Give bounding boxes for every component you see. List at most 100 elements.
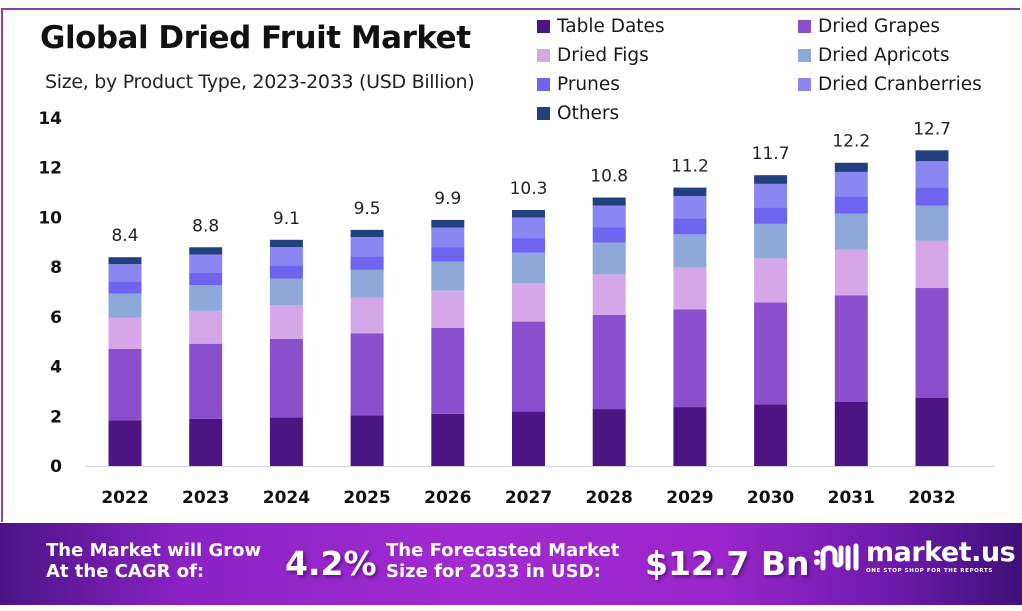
data-label-total: 8.8 xyxy=(192,216,219,236)
forecast-value: $12.7 Bn xyxy=(645,544,810,583)
bar-segment-others xyxy=(269,239,303,248)
bar-stack-2028 xyxy=(592,197,626,466)
bar-segment-dried-apricots xyxy=(269,278,303,306)
bar-stack-2024 xyxy=(269,239,303,466)
bar-segment-dried-figs xyxy=(269,305,303,339)
bar-segment-prunes xyxy=(269,265,303,279)
bar-segment-dried-cranberries xyxy=(754,183,788,208)
bar-segment-table-dates xyxy=(189,418,223,466)
bar-segment-dried-apricots xyxy=(431,261,465,291)
bar-segment-prunes xyxy=(350,256,384,270)
bar-segment-others xyxy=(673,187,707,197)
y-tick-label: 2 xyxy=(50,407,62,427)
legend-label: Table Dates xyxy=(557,16,665,37)
bar-segment-dried-figs xyxy=(512,283,545,322)
market-us-logo-icon xyxy=(814,543,859,570)
data-label-total: 9.1 xyxy=(273,209,300,229)
bar-segment-table-dates xyxy=(350,415,384,466)
x-axis: 2022 2023 2024 2025 2026 2027 2028 2029 2030 2031… xyxy=(101,488,955,508)
forecast-label-line1: The Forecasted Market xyxy=(386,540,620,561)
cagr-label: The Market will Grow At the CAGR of: xyxy=(46,540,261,582)
bar-stack-2023 xyxy=(189,247,223,466)
bar-segment-dried-figs xyxy=(834,249,868,296)
legend-label: Others xyxy=(557,103,620,124)
bar-stack-2031 xyxy=(834,162,868,466)
bar-segment-dried-grapes xyxy=(108,348,142,421)
bar-segment-dried-grapes xyxy=(754,302,788,405)
bar-segment-dried-apricots xyxy=(754,223,788,259)
y-tick-label: 4 xyxy=(50,358,62,378)
bar-segment-dried-cranberries xyxy=(915,161,949,188)
x-tick-label: 2029 xyxy=(666,488,713,508)
bar-segment-dried-cranberries xyxy=(269,247,303,266)
bar-segment-prunes xyxy=(189,272,223,286)
bar-segment-dried-apricots xyxy=(673,234,707,268)
bar-segment-dried-apricots xyxy=(915,205,949,241)
x-tick-label: 2032 xyxy=(908,488,955,508)
bar-segment-dried-grapes xyxy=(431,327,465,414)
legend-item-dried-figs: Dried Figs xyxy=(537,45,649,66)
bar-segment-dried-cranberries xyxy=(834,171,868,197)
bar-segment-dried-apricots xyxy=(108,293,142,318)
bar-segment-table-dates xyxy=(754,404,788,466)
cagr-label-line1: The Market will Grow xyxy=(46,540,262,561)
bar-segment-prunes xyxy=(592,227,626,243)
bar-segment-dried-cranberries xyxy=(189,254,223,273)
total-labels: 8.4 8.8 9.1 9.5 9.9 10.3 10.8 11.2 11.7 12.2 12.7 xyxy=(111,119,950,246)
x-tick-label: 2023 xyxy=(182,488,229,508)
bar-segment-dried-cranberries xyxy=(512,217,545,239)
bar-segment-dried-grapes xyxy=(834,295,868,402)
data-label-total: 9.9 xyxy=(434,189,461,209)
summary-banner: The Market will Grow At the CAGR of: 4.2… xyxy=(0,523,1022,605)
legend-swatch-dried-apricots xyxy=(798,49,811,62)
legend-item-dried-cranberries: Dried Cranberries xyxy=(798,74,982,95)
bar-segment-dried-apricots xyxy=(189,285,223,311)
bar-segment-dried-cranberries xyxy=(431,227,465,248)
bar-segment-dried-apricots xyxy=(350,269,384,298)
bar-stack-2029 xyxy=(673,187,707,466)
bar-segment-table-dates xyxy=(108,420,142,466)
x-tick-label: 2026 xyxy=(424,488,471,508)
bar-segment-prunes xyxy=(915,187,949,206)
bar-segment-others xyxy=(915,150,949,162)
bar-stack-2025 xyxy=(350,229,384,466)
legend-swatch-dried-cranberries xyxy=(798,78,811,91)
legend-label: Dried Cranberries xyxy=(818,74,982,95)
bar-segment-others xyxy=(754,175,788,184)
data-label-total: 11.7 xyxy=(752,144,790,164)
x-tick-label: 2030 xyxy=(747,488,794,508)
y-tick-label: 0 xyxy=(50,457,62,477)
legend-swatch-table-dates xyxy=(537,20,550,33)
legend-swatch-others xyxy=(537,107,550,120)
bar-segment-dried-figs xyxy=(350,297,384,334)
bars xyxy=(108,150,949,466)
bar-segment-others xyxy=(189,247,223,255)
bar-segment-dried-figs xyxy=(754,258,788,303)
bar-segment-dried-figs xyxy=(673,267,707,310)
bar-segment-dried-grapes xyxy=(350,333,384,416)
bar-stack-2026 xyxy=(431,219,465,466)
y-tick-label: 8 xyxy=(50,258,62,278)
bar-segment-dried-cranberries xyxy=(350,237,384,257)
chart-title: Global Dried Fruit Market xyxy=(40,20,471,56)
bar-stack-2032 xyxy=(915,150,949,466)
legend-label: Dried Grapes xyxy=(818,16,941,37)
y-tick-label: 10 xyxy=(38,208,62,228)
legend-swatch-dried-grapes xyxy=(798,20,811,33)
bar-segment-dried-figs xyxy=(592,274,626,315)
bar-segment-dried-grapes xyxy=(592,314,626,410)
legend-item-others: Others xyxy=(537,103,619,124)
y-tick-label: 14 xyxy=(38,109,62,129)
bar-segment-dried-grapes xyxy=(512,321,545,412)
bar-segment-dried-grapes xyxy=(673,309,707,408)
bar-segment-table-dates xyxy=(915,397,949,466)
legend-item-dried-grapes: Dried Grapes xyxy=(798,16,940,37)
legend-swatch-prunes xyxy=(537,78,550,91)
x-tick-label: 2027 xyxy=(505,488,552,508)
logo-text: market.us xyxy=(866,537,1016,568)
stacked-bar-chart: 0 2 4 6 8 10 12 14 2022 2023 2024 2025 2026 2027 2028… xyxy=(38,109,995,508)
bar-segment-others xyxy=(431,219,465,228)
bar-segment-dried-cranberries xyxy=(592,205,626,228)
bar-segment-dried-grapes xyxy=(269,338,303,418)
bar-stack-2027 xyxy=(512,209,545,466)
